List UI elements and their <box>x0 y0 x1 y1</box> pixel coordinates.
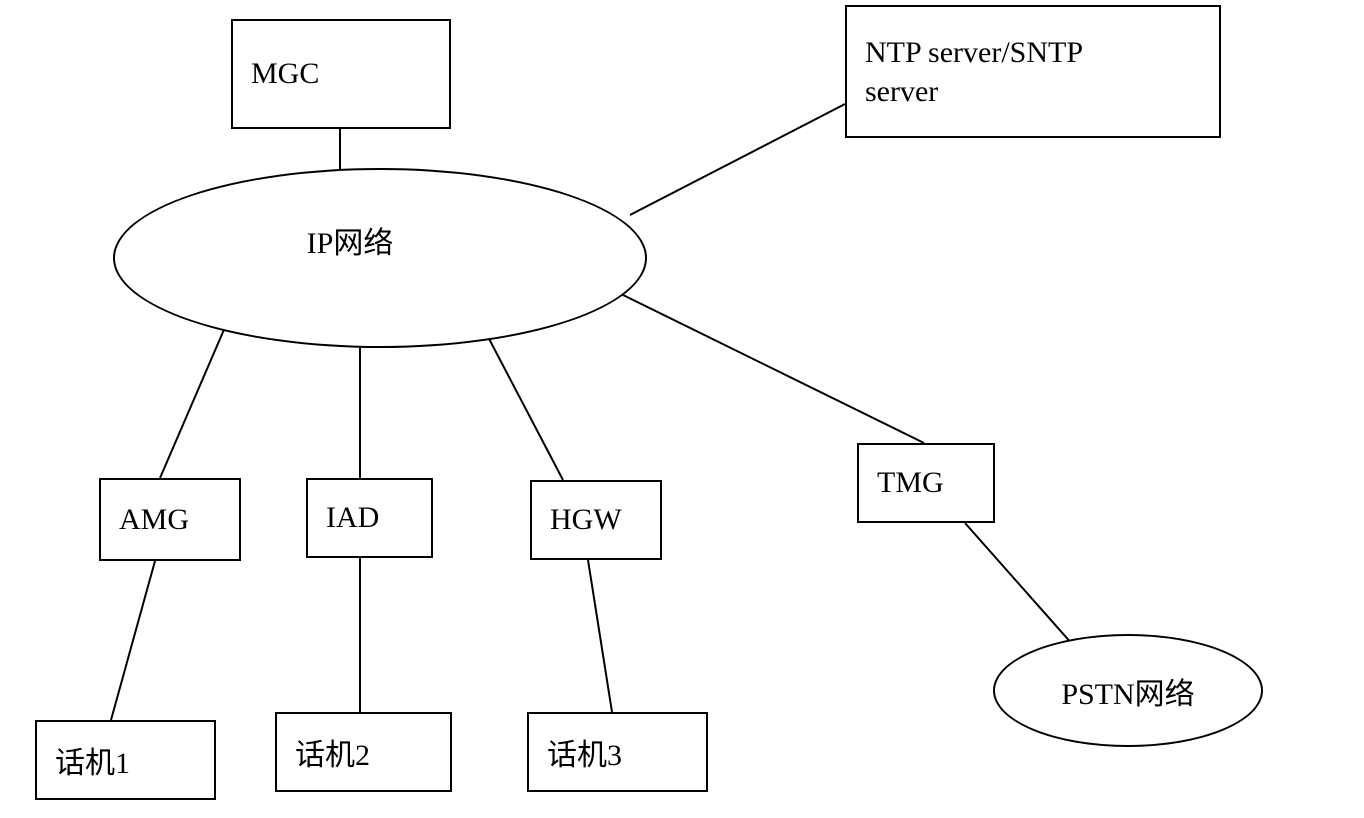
phone1-label: 话机1 <box>55 738 130 782</box>
iad-node: IAD <box>306 478 433 558</box>
ntp-label: NTP server/SNTPserver <box>865 33 1083 111</box>
ipnet-node: IP网络 <box>113 168 647 348</box>
phone3-node: 话机3 <box>527 712 708 792</box>
pstn-label: PSTN网络 <box>1061 669 1194 713</box>
tmg-label: TMG <box>877 466 944 500</box>
pstn-node: PSTN网络 <box>993 634 1263 747</box>
tmg-node: TMG <box>857 443 995 523</box>
mgc-node: MGC <box>231 19 451 129</box>
amg-label: AMG <box>119 503 189 537</box>
phone2-label: 话机2 <box>295 730 370 774</box>
iad-label: IAD <box>326 501 379 535</box>
phone3-label: 话机3 <box>547 730 622 774</box>
phone2-node: 话机2 <box>275 712 452 792</box>
mgc-label: MGC <box>251 57 319 91</box>
hgw-label: HGW <box>550 503 622 537</box>
ntp-node: NTP server/SNTPserver <box>845 5 1221 138</box>
ipnet-label: IP网络 <box>307 218 394 262</box>
phone1-node: 话机1 <box>35 720 216 800</box>
hgw-node: HGW <box>530 480 662 560</box>
amg-node: AMG <box>99 478 241 561</box>
